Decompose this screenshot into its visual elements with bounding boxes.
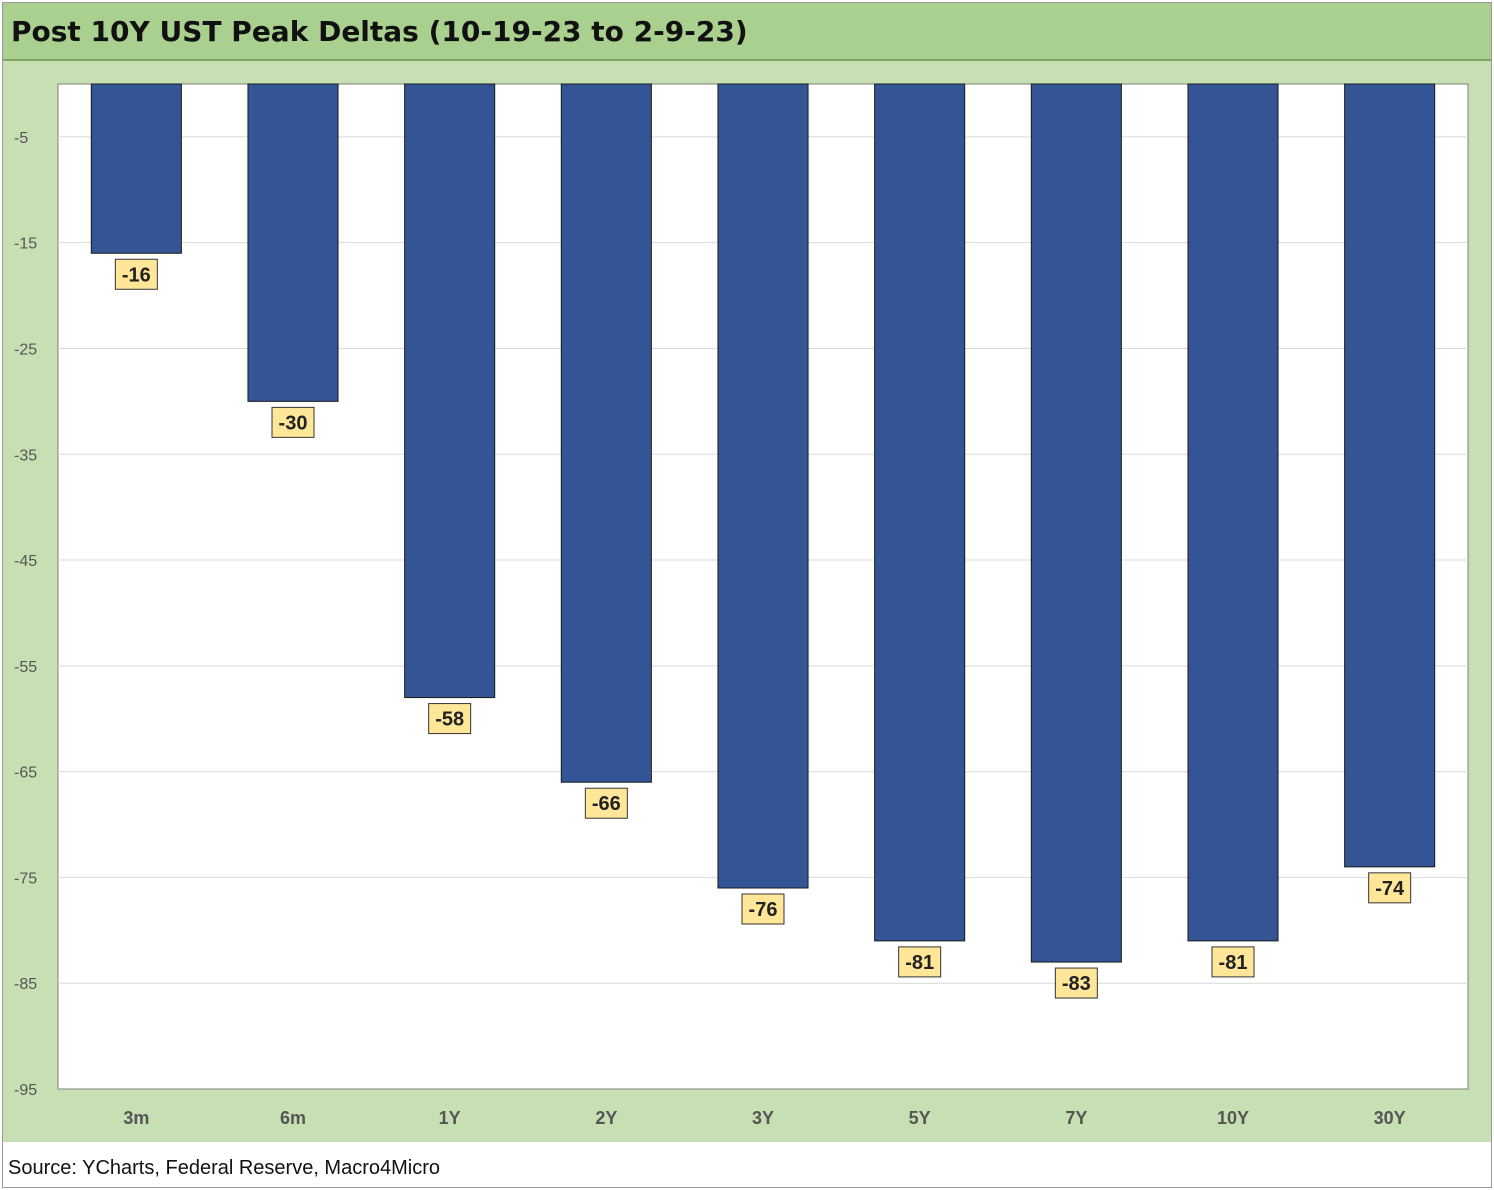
y-tick-label: -15 — [14, 236, 37, 253]
y-tick-label: -25 — [14, 341, 37, 358]
x-tick-label: 3m — [123, 1108, 149, 1128]
data-label: -16 — [122, 264, 151, 286]
bar — [404, 83, 496, 699]
data-label-box — [1368, 872, 1412, 904]
x-tick-label: 1Y — [439, 1108, 461, 1128]
x-tick-label: 7Y — [1065, 1108, 1087, 1128]
y-tick-label: -5 — [14, 130, 28, 147]
y-axis: -5 -15 -25 -35 -45 -55 -65 -75 -85 -95 — [14, 130, 37, 1099]
y-tick-label: -65 — [14, 765, 37, 782]
bars — [90, 83, 1436, 963]
y-tick-label: -75 — [14, 870, 37, 887]
data-labels: -16 -30 -58 -66 -76 -81 -83 -81 -74 — [114, 258, 1412, 999]
bar — [90, 83, 182, 254]
data-label: -30 — [279, 412, 308, 434]
bar — [247, 83, 339, 402]
y-tick-label: -55 — [14, 659, 37, 676]
data-label: -66 — [592, 793, 621, 815]
data-label-box — [741, 893, 785, 925]
x-tick-label: 6m — [280, 1108, 306, 1128]
x-tick-label: 30Y — [1374, 1108, 1406, 1128]
y-tick-label: -35 — [14, 447, 37, 464]
x-tick-label: 3Y — [752, 1108, 774, 1128]
data-label: -76 — [749, 899, 778, 921]
x-axis: 3m 6m 1Y 2Y 3Y 5Y 7Y 10Y 30Y — [123, 1108, 1405, 1128]
data-label: -81 — [905, 952, 934, 974]
data-label-box — [898, 946, 942, 978]
source-note: Source: YCharts, Federal Reserve, Macro4… — [8, 1157, 441, 1179]
data-label-box — [1054, 967, 1098, 999]
chart-title: Post 10Y UST Peak Deltas (10-19-23 to 2-… — [11, 15, 748, 48]
bar — [560, 83, 652, 783]
data-label-box — [114, 258, 158, 290]
y-tick-label: -45 — [14, 553, 37, 570]
data-label-box — [271, 406, 315, 438]
data-label: -58 — [435, 709, 464, 731]
bar — [717, 83, 809, 889]
data-label: -83 — [1062, 973, 1091, 995]
x-tick-label: 2Y — [595, 1108, 617, 1128]
x-tick-label: 5Y — [909, 1108, 931, 1128]
data-label-box — [428, 703, 472, 735]
data-label-box — [1211, 946, 1255, 978]
bar — [1344, 83, 1436, 868]
bar — [1187, 83, 1279, 942]
bar — [874, 83, 966, 942]
bar — [1030, 83, 1122, 963]
data-label: -81 — [1219, 952, 1248, 974]
y-tick-label: -85 — [14, 976, 37, 993]
y-tick-label: -95 — [14, 1082, 37, 1099]
data-label: -74 — [1375, 878, 1405, 900]
x-tick-label: 10Y — [1217, 1108, 1249, 1128]
title-bar: Post 10Y UST Peak Deltas (10-19-23 to 2-… — [3, 3, 1491, 61]
data-label-box — [584, 787, 628, 819]
